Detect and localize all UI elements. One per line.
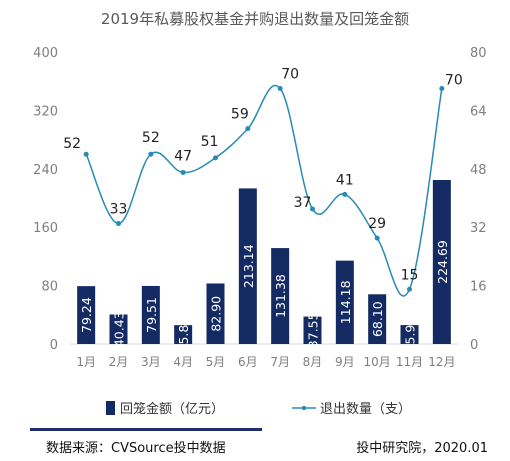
bar	[141, 285, 160, 344]
bar	[432, 179, 451, 344]
chart-title: 2019年私募股权基金并购退出数量及回笼金额	[100, 10, 410, 28]
y-left-tick-label: 0	[50, 338, 58, 353]
bar	[77, 286, 96, 344]
bar	[271, 248, 290, 344]
line-value-label: 37	[294, 195, 312, 211]
x-tick-label: 7月	[270, 355, 290, 369]
footer-divider	[30, 428, 262, 431]
x-tick-label: 11月	[396, 355, 423, 369]
bar-value-label: 37.55	[306, 312, 321, 348]
line-point	[245, 126, 251, 132]
line-point	[439, 86, 445, 91]
bar-value-label: 114.18	[338, 280, 353, 324]
y-left-tick-label: 240	[33, 163, 58, 178]
line-value-label: 70	[445, 73, 463, 89]
bar	[109, 314, 128, 344]
line-value-label: 52	[142, 130, 160, 146]
bar	[174, 325, 193, 344]
line-value-label: 51	[201, 134, 219, 150]
y-left-tick-label: 400	[33, 46, 58, 61]
x-tick-label: 3月	[141, 355, 161, 369]
y-right-tick-label: 0	[470, 338, 478, 353]
bar	[335, 260, 354, 344]
legend-bar-label: 回笼金额（亿元）	[120, 402, 225, 417]
line-point	[310, 206, 315, 212]
legend-bar-entry: 回笼金额（亿元）	[106, 398, 224, 417]
legend-bar-swatch	[106, 400, 115, 415]
x-tick-label: 10月	[364, 355, 391, 369]
bar	[368, 294, 387, 344]
x-tick-label: 4月	[173, 355, 193, 369]
x-tick-label: 8月	[303, 355, 323, 369]
y-left-tick-label: 160	[33, 221, 58, 236]
y-right-tick-label: 80	[470, 46, 487, 61]
legend-line-label: 退出数量（支）	[320, 402, 412, 417]
x-tick-label: 12月	[428, 355, 455, 369]
legend-line-entry: 退出数量（支）	[292, 398, 411, 417]
y-right-tick-label: 32	[470, 221, 487, 236]
line-point	[180, 169, 186, 175]
bar-value-label: 25.80	[176, 317, 191, 353]
line-point	[148, 151, 154, 157]
line-value-label: 15	[401, 267, 419, 283]
bar	[206, 283, 225, 344]
bar-value-label: 79.51	[144, 297, 159, 333]
line-value-label: 47	[174, 148, 192, 164]
line-point	[213, 155, 218, 161]
footer-source: 数据来源：CVSource投中数据	[46, 441, 226, 456]
x-tick-label: 2月	[109, 355, 129, 369]
y-left-tick-label: 80	[41, 280, 58, 295]
y-left-tick-label: 320	[33, 104, 58, 119]
x-tick-label: 6月	[238, 355, 258, 369]
line-point	[407, 286, 412, 292]
bar	[303, 316, 322, 344]
bar-value-label: 79.24	[79, 297, 94, 333]
bar	[400, 325, 419, 344]
series-line	[85, 84, 443, 297]
legend-line-swatch	[292, 405, 316, 410]
line-value-label: 70	[281, 67, 299, 83]
bar	[238, 188, 257, 344]
line-point	[342, 191, 348, 197]
line-value-label: 33	[110, 202, 128, 218]
x-tick-label: 1月	[76, 355, 96, 369]
line-point	[83, 151, 89, 157]
y-right-tick-label: 64	[470, 104, 487, 119]
bar-value-label: 213.14	[241, 244, 256, 288]
bar-value-label: 131.38	[273, 274, 288, 318]
bar-value-label: 224.69	[435, 240, 450, 284]
line-value-label: 41	[336, 172, 354, 188]
bar-value-label: 25.91	[403, 317, 418, 353]
bar-value-label: 40.43	[112, 311, 127, 347]
line-value-label: 59	[231, 107, 249, 123]
x-tick-label: 9月	[335, 355, 355, 369]
footer-credit: 投中研究院，2020.01	[356, 441, 488, 456]
line-value-label: 29	[368, 216, 386, 232]
y-right-tick-label: 48	[470, 163, 487, 178]
bar-value-label: 68.10	[370, 301, 385, 337]
line-point	[277, 86, 283, 91]
line-point	[374, 235, 380, 241]
line-point	[116, 221, 121, 227]
x-tick-label: 5月	[206, 355, 226, 369]
bar-value-label: 82.90	[209, 296, 224, 332]
y-right-tick-label: 16	[470, 280, 487, 295]
line-value-label: 52	[63, 136, 81, 152]
